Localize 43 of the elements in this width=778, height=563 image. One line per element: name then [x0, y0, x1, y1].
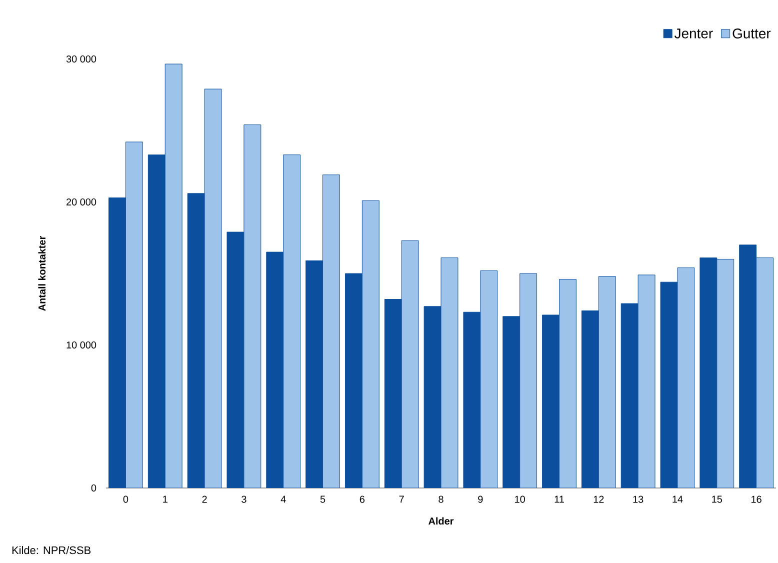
bar: [401, 240, 419, 488]
x-tick-label: 6: [360, 496, 365, 503]
y-tick-label: 10 000: [66, 341, 96, 349]
bar: [362, 200, 380, 488]
bar: [322, 174, 340, 488]
x-tick-label: 5: [320, 496, 326, 503]
bar: [164, 64, 182, 488]
bar: [204, 88, 222, 488]
bar: [244, 124, 262, 488]
x-tick-label: 12: [594, 496, 604, 503]
y-tick-label: 30 000: [66, 55, 96, 63]
legend-label: Jenter: [674, 28, 713, 38]
x-tick-label: 7: [399, 496, 404, 503]
x-tick-label: 10: [515, 496, 525, 503]
x-tick-label: 2: [202, 496, 207, 503]
x-tick-label: 14: [672, 496, 683, 503]
x-axis-title: Alder: [428, 517, 454, 525]
legend-label: Gutter: [732, 28, 771, 38]
bar: [480, 270, 498, 488]
text: Kilde: NPR/SSB: [12, 546, 91, 554]
x-tick-label: 0: [123, 496, 128, 503]
y-tick-label: 20 000: [66, 198, 96, 206]
bar: [677, 268, 695, 488]
x-tick-label: 8: [438, 496, 444, 503]
bar: [125, 142, 143, 488]
x-tick-label: 16: [752, 496, 762, 503]
y-axis-title: Antall kontakter: [38, 236, 46, 311]
x-tick-label: 11: [554, 496, 564, 503]
bar: [756, 258, 774, 488]
bar: [558, 278, 576, 488]
x-tick-label: 9: [478, 496, 483, 503]
bar: [520, 273, 538, 488]
x-tick-label: 4: [280, 496, 286, 503]
bar: [440, 258, 458, 488]
x-tick-label: 13: [633, 496, 644, 503]
bar: [598, 276, 616, 488]
bar: [716, 258, 734, 488]
x-tick-label: 15: [712, 496, 722, 503]
y-tick-label: 0: [91, 484, 96, 492]
bar: [638, 274, 656, 488]
bar: [283, 154, 301, 488]
x-tick-label: 1: [163, 496, 168, 503]
x-tick-label: 3: [242, 496, 246, 503]
